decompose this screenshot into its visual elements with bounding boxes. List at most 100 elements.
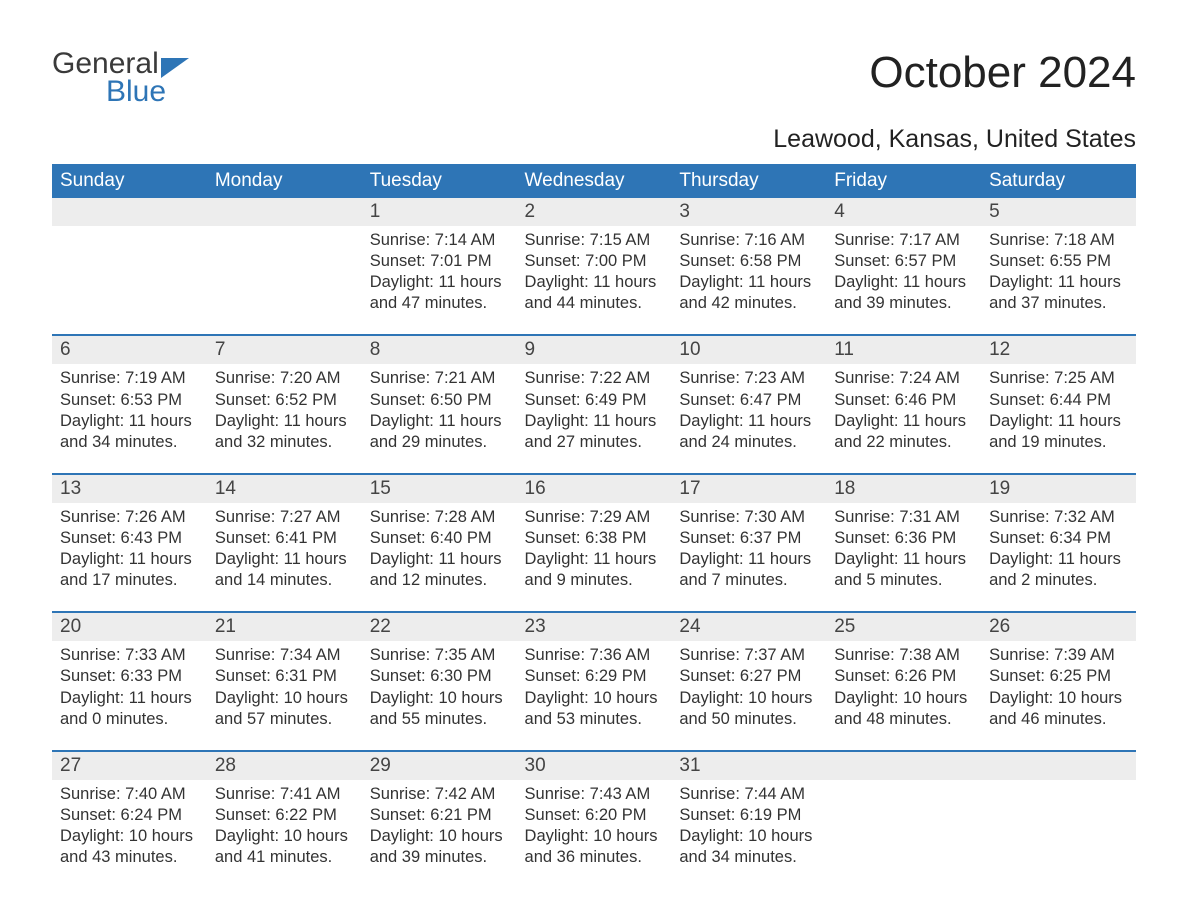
day-cell-content: Sunrise: 7:35 AMSunset: 6:30 PMDaylight:…	[370, 641, 509, 729]
day-number-cell: 30	[517, 751, 672, 780]
daylight-line: Daylight: 11 hours and 2 minutes.	[989, 549, 1128, 591]
daylight-line: Daylight: 11 hours and 19 minutes.	[989, 411, 1128, 453]
sunset-line: Sunset: 6:41 PM	[215, 528, 354, 549]
sunset-line: Sunset: 6:22 PM	[215, 805, 354, 826]
week-row: Sunrise: 7:40 AMSunset: 6:24 PMDaylight:…	[52, 780, 1136, 888]
day-header: Thursday	[671, 164, 826, 198]
day-number-cell: 29	[362, 751, 517, 780]
sunrise-line: Sunrise: 7:21 AM	[370, 368, 509, 389]
day-number-cell: 25	[826, 612, 981, 641]
day-cell-content: Sunrise: 7:28 AMSunset: 6:40 PMDaylight:…	[370, 503, 509, 591]
day-number-cell	[981, 751, 1136, 780]
sunset-line: Sunset: 6:30 PM	[370, 666, 509, 687]
day-number-cell: 9	[517, 335, 672, 364]
day-cell: Sunrise: 7:15 AMSunset: 7:00 PMDaylight:…	[517, 226, 672, 335]
day-number-cell: 14	[207, 474, 362, 503]
day-cell-content: Sunrise: 7:29 AMSunset: 6:38 PMDaylight:…	[525, 503, 664, 591]
week-row: Sunrise: 7:33 AMSunset: 6:33 PMDaylight:…	[52, 641, 1136, 750]
sunset-line: Sunset: 6:27 PM	[679, 666, 818, 687]
day-number-cell: 16	[517, 474, 672, 503]
day-number-cell: 26	[981, 612, 1136, 641]
sunset-line: Sunset: 7:01 PM	[370, 251, 509, 272]
day-cell-content: Sunrise: 7:20 AMSunset: 6:52 PMDaylight:…	[215, 364, 354, 452]
day-cell-content: Sunrise: 7:37 AMSunset: 6:27 PMDaylight:…	[679, 641, 818, 729]
daylight-line: Daylight: 11 hours and 42 minutes.	[679, 272, 818, 314]
day-number-cell: 23	[517, 612, 672, 641]
day-cell-content: Sunrise: 7:22 AMSunset: 6:49 PMDaylight:…	[525, 364, 664, 452]
day-cell: Sunrise: 7:36 AMSunset: 6:29 PMDaylight:…	[517, 641, 672, 750]
day-cell: Sunrise: 7:18 AMSunset: 6:55 PMDaylight:…	[981, 226, 1136, 335]
sunrise-line: Sunrise: 7:44 AM	[679, 784, 818, 805]
daylight-line: Daylight: 11 hours and 7 minutes.	[679, 549, 818, 591]
sunrise-line: Sunrise: 7:35 AM	[370, 645, 509, 666]
day-number-cell: 27	[52, 751, 207, 780]
day-cell-content: Sunrise: 7:26 AMSunset: 6:43 PMDaylight:…	[60, 503, 199, 591]
day-cell-content: Sunrise: 7:23 AMSunset: 6:47 PMDaylight:…	[679, 364, 818, 452]
sunset-line: Sunset: 6:20 PM	[525, 805, 664, 826]
day-cell-content: Sunrise: 7:34 AMSunset: 6:31 PMDaylight:…	[215, 641, 354, 729]
day-cell: Sunrise: 7:17 AMSunset: 6:57 PMDaylight:…	[826, 226, 981, 335]
day-number-cell: 21	[207, 612, 362, 641]
day-number-cell	[52, 198, 207, 226]
day-cell: Sunrise: 7:31 AMSunset: 6:36 PMDaylight:…	[826, 503, 981, 612]
sunrise-line: Sunrise: 7:32 AM	[989, 507, 1128, 528]
day-number-cell: 10	[671, 335, 826, 364]
sunset-line: Sunset: 6:44 PM	[989, 390, 1128, 411]
sunset-line: Sunset: 6:21 PM	[370, 805, 509, 826]
day-cell	[52, 226, 207, 335]
day-cell: Sunrise: 7:35 AMSunset: 6:30 PMDaylight:…	[362, 641, 517, 750]
day-cell: Sunrise: 7:44 AMSunset: 6:19 PMDaylight:…	[671, 780, 826, 888]
day-cell-content: Sunrise: 7:33 AMSunset: 6:33 PMDaylight:…	[60, 641, 199, 729]
daylight-line: Daylight: 10 hours and 34 minutes.	[679, 826, 818, 868]
sunset-line: Sunset: 6:55 PM	[989, 251, 1128, 272]
sunset-line: Sunset: 6:36 PM	[834, 528, 973, 549]
day-header: Tuesday	[362, 164, 517, 198]
title-block: October 2024	[869, 48, 1136, 98]
day-cell: Sunrise: 7:28 AMSunset: 6:40 PMDaylight:…	[362, 503, 517, 612]
day-header: Monday	[207, 164, 362, 198]
daynum-row: 2728293031	[52, 751, 1136, 780]
sunrise-line: Sunrise: 7:34 AM	[215, 645, 354, 666]
sunrise-line: Sunrise: 7:31 AM	[834, 507, 973, 528]
sunset-line: Sunset: 6:25 PM	[989, 666, 1128, 687]
sunset-line: Sunset: 6:52 PM	[215, 390, 354, 411]
day-cell: Sunrise: 7:38 AMSunset: 6:26 PMDaylight:…	[826, 641, 981, 750]
day-cell-content: Sunrise: 7:25 AMSunset: 6:44 PMDaylight:…	[989, 364, 1128, 452]
daylight-line: Daylight: 11 hours and 9 minutes.	[525, 549, 664, 591]
day-cell: Sunrise: 7:42 AMSunset: 6:21 PMDaylight:…	[362, 780, 517, 888]
day-cell: Sunrise: 7:40 AMSunset: 6:24 PMDaylight:…	[52, 780, 207, 888]
daylight-line: Daylight: 10 hours and 36 minutes.	[525, 826, 664, 868]
day-number-cell	[826, 751, 981, 780]
sunset-line: Sunset: 6:53 PM	[60, 390, 199, 411]
day-cell-content: Sunrise: 7:27 AMSunset: 6:41 PMDaylight:…	[215, 503, 354, 591]
daylight-line: Daylight: 11 hours and 34 minutes.	[60, 411, 199, 453]
day-number-cell: 24	[671, 612, 826, 641]
day-cell: Sunrise: 7:30 AMSunset: 6:37 PMDaylight:…	[671, 503, 826, 612]
sunrise-line: Sunrise: 7:20 AM	[215, 368, 354, 389]
sunrise-line: Sunrise: 7:15 AM	[525, 230, 664, 251]
day-number-cell: 17	[671, 474, 826, 503]
day-cell-content: Sunrise: 7:40 AMSunset: 6:24 PMDaylight:…	[60, 780, 199, 868]
sunset-line: Sunset: 6:29 PM	[525, 666, 664, 687]
day-cell: Sunrise: 7:25 AMSunset: 6:44 PMDaylight:…	[981, 364, 1136, 473]
sunset-line: Sunset: 6:19 PM	[679, 805, 818, 826]
day-cell-content: Sunrise: 7:18 AMSunset: 6:55 PMDaylight:…	[989, 226, 1128, 314]
daylight-line: Daylight: 11 hours and 12 minutes.	[370, 549, 509, 591]
daylight-line: Daylight: 10 hours and 55 minutes.	[370, 688, 509, 730]
sunrise-line: Sunrise: 7:25 AM	[989, 368, 1128, 389]
sunrise-line: Sunrise: 7:18 AM	[989, 230, 1128, 251]
day-cell: Sunrise: 7:16 AMSunset: 6:58 PMDaylight:…	[671, 226, 826, 335]
sunset-line: Sunset: 6:43 PM	[60, 528, 199, 549]
day-number-cell: 31	[671, 751, 826, 780]
day-cell: Sunrise: 7:26 AMSunset: 6:43 PMDaylight:…	[52, 503, 207, 612]
day-cell-content: Sunrise: 7:31 AMSunset: 6:36 PMDaylight:…	[834, 503, 973, 591]
day-header: Wednesday	[517, 164, 672, 198]
day-cell-content: Sunrise: 7:41 AMSunset: 6:22 PMDaylight:…	[215, 780, 354, 868]
daylight-line: Daylight: 10 hours and 43 minutes.	[60, 826, 199, 868]
day-cell-content: Sunrise: 7:42 AMSunset: 6:21 PMDaylight:…	[370, 780, 509, 868]
day-cell: Sunrise: 7:37 AMSunset: 6:27 PMDaylight:…	[671, 641, 826, 750]
day-number-cell: 15	[362, 474, 517, 503]
sunrise-line: Sunrise: 7:29 AM	[525, 507, 664, 528]
sunset-line: Sunset: 6:31 PM	[215, 666, 354, 687]
day-cell: Sunrise: 7:27 AMSunset: 6:41 PMDaylight:…	[207, 503, 362, 612]
